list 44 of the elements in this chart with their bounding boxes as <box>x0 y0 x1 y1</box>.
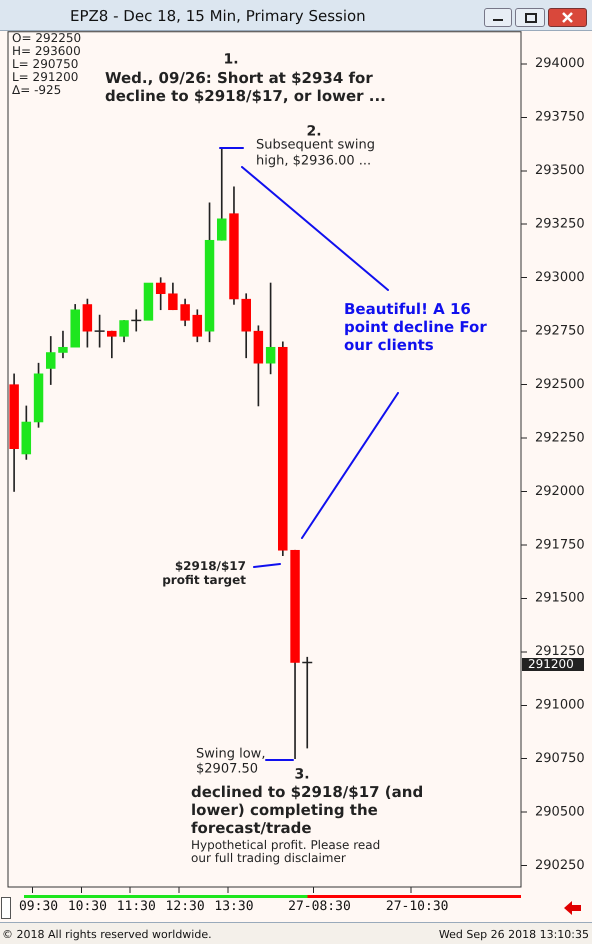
annotation: Hypothetical profit. Please read our full trading disclaimer <box>191 838 380 866</box>
annotation: L= 291200 <box>12 70 78 84</box>
text: © 2018 All rights reserved worldwide. <box>2 928 212 941</box>
y-tick-label: 292250 <box>535 430 585 446</box>
y-tick-label: 293750 <box>535 110 585 125</box>
x-tick-label: 11:30 <box>116 899 156 914</box>
text: 291200 <box>528 657 574 672</box>
x-tick-label: 10:30 <box>68 899 107 914</box>
annotation: declined to $2918/$17 (and lower) completing the forecast/trade <box>191 782 424 837</box>
annotation: 3. <box>294 766 310 783</box>
annotation: Δ= -925 <box>12 83 62 98</box>
x-tick-label: 27-10:30 <box>386 899 448 914</box>
y-tick-label: 292750 <box>535 323 585 338</box>
annotation: Swing low, $2907.50 <box>196 746 266 776</box>
annotation: Beautiful! A 16 point decline For our clients <box>344 300 488 354</box>
y-tick-label: 291500 <box>535 590 585 606</box>
y-tick-label: 294000 <box>535 56 585 72</box>
annotation: $2918/$17 profit target <box>162 559 246 588</box>
y-tick-label: 291000 <box>535 698 585 713</box>
text: Wed Sep 26 2018 13:10:35 <box>438 928 589 941</box>
annotation: Wed., 09/26: Short at $2934 for decline to $2918/$17, or lower ... <box>105 68 386 105</box>
annotation: 2. <box>306 124 322 140</box>
annotation: O= 292250 <box>12 31 82 46</box>
y-tick-label: 291250 <box>535 644 585 660</box>
annotation: L= 290750 <box>12 57 78 72</box>
x-tick-label: 12:30 <box>166 899 205 914</box>
annotation: Subsequent swing high, $2936.00 ... <box>256 137 375 168</box>
y-tick-label: 292500 <box>535 376 585 392</box>
y-tick-label: 293250 <box>535 216 585 232</box>
x-tick-label: 13:30 <box>214 899 254 914</box>
candlestick <box>58 330 68 358</box>
y-tick-label: 291750 <box>535 537 585 552</box>
candlestick <box>144 282 154 321</box>
y-tick-label: 290500 <box>535 804 585 820</box>
y-tick-label: 293500 <box>535 163 585 178</box>
annotation: 1. <box>223 52 239 68</box>
annotation: H= 293600 <box>12 44 81 58</box>
y-tick-label: 290750 <box>535 751 585 766</box>
x-tick-label: 27-08:30 <box>288 899 351 914</box>
chart-title: EPZ8 - Dec 18, 15 Min, Primary Session <box>70 7 366 25</box>
y-tick-label: 293000 <box>535 270 585 286</box>
y-tick-label: 292000 <box>535 484 585 499</box>
x-tick-label: 09:30 <box>18 899 58 914</box>
y-tick-label: 290250 <box>535 858 585 873</box>
